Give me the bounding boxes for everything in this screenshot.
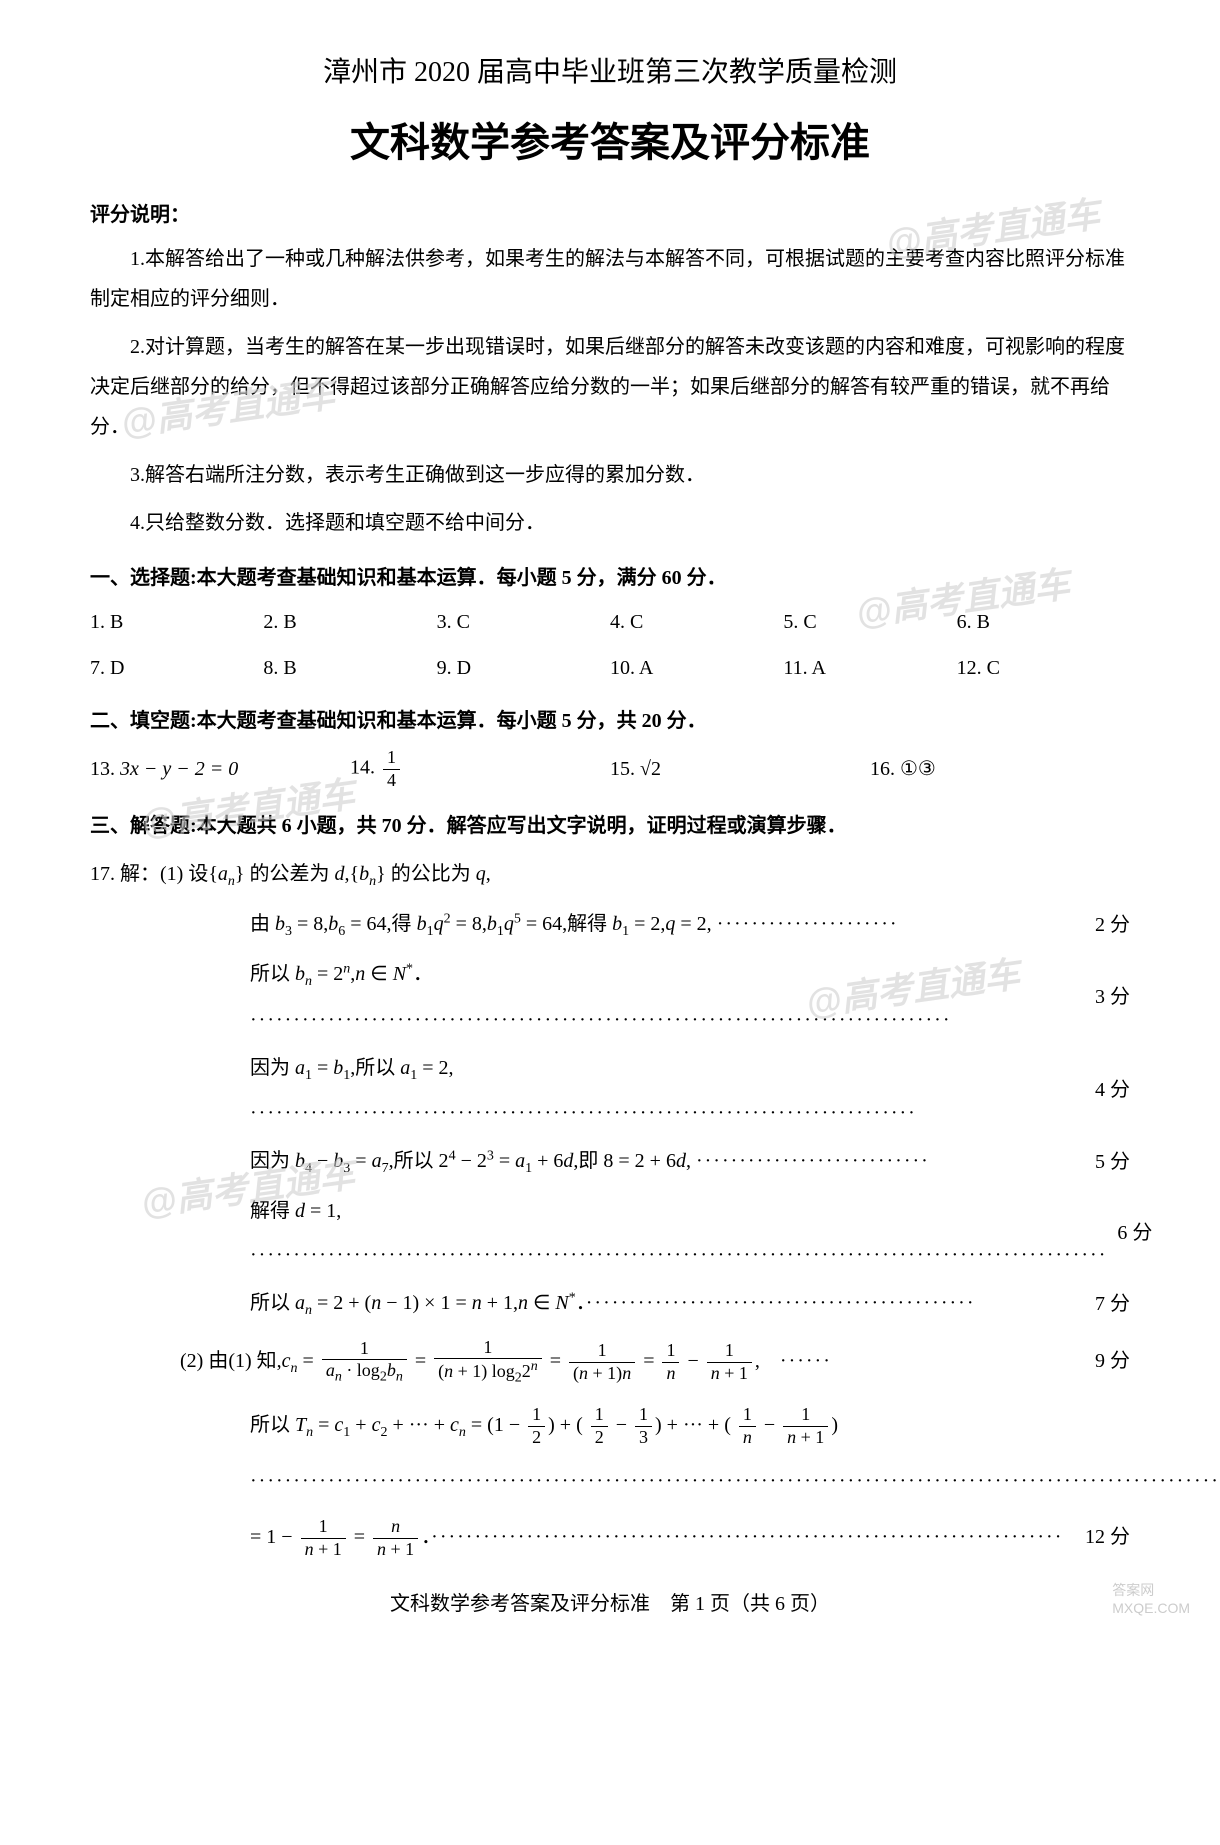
solution-step: ········································…: [90, 1459, 1130, 1503]
fill-ans: ①③: [900, 758, 936, 780]
answer-item: 4. C: [610, 604, 783, 640]
solution-text: 所以 an = 2 + (n − 1) × 1 = n + 1,n ∈ N*．·…: [250, 1281, 1085, 1327]
answer-num: 10.: [610, 657, 635, 679]
answer-num: 1.: [90, 611, 105, 633]
score: 12 分: [1085, 1507, 1130, 1567]
answer-item: 9. D: [437, 650, 610, 686]
answer-num: 11.: [783, 657, 807, 679]
answer-item: 11. A: [783, 650, 956, 686]
answer-row: 1. B 2. B 3. C 4. C 5. C 6. B: [90, 604, 1130, 640]
score: 3 分: [1095, 975, 1130, 1019]
score: 7 分: [1095, 1282, 1130, 1326]
exam-title: 文科数学参考答案及评分标准: [90, 110, 1130, 168]
score: 2 分: [1095, 903, 1130, 947]
answer-letter: C: [803, 611, 816, 633]
answer-item: 8. B: [263, 650, 436, 686]
answer-num: 12.: [957, 657, 982, 679]
solution-step: 解得 d = 1, ······························…: [90, 1189, 1130, 1277]
answer-num: 4.: [610, 611, 625, 633]
answer-num: 2.: [263, 611, 278, 633]
score: 6 分: [1117, 1211, 1152, 1255]
answer-num: 7.: [90, 657, 105, 679]
frac-denominator: 4: [383, 770, 400, 792]
exam-subtitle: 漳州市 2020 届高中毕业班第三次教学质量检测: [90, 50, 1130, 90]
solution-text: 由 b3 = 8,b6 = 64,得 b1q2 = 8,b1q5 = 64,解得…: [250, 902, 1085, 948]
fill-item: 13. 3x − y − 2 = 0: [90, 749, 350, 789]
fill-item: 15. √2: [610, 749, 870, 789]
solution-part2: (2) 由(1) 知,cn = 1an · log2bn = 1(n + 1) …: [90, 1331, 1130, 1391]
answer-num: 6.: [957, 611, 972, 633]
solution-text: 所以 bn = 2n,n ∈ N*． ·····················…: [250, 952, 1085, 1042]
solution-text: ········································…: [250, 1459, 1220, 1503]
solution-text: 因为 a1 = b1,所以 a1 = 2, ··················…: [250, 1046, 1085, 1136]
answer-num: 5.: [783, 611, 798, 633]
section2-title: 二、填空题:本大题考查基础知识和基本运算．每小题 5 分，共 20 分．: [90, 704, 1130, 733]
site-watermark: 答案网MXQE.COM: [1112, 1580, 1190, 1616]
fill-num: 13.: [90, 758, 115, 780]
solution-text: (2) 由(1) 知,cn = 1an · log2bn = 1(n + 1) …: [180, 1331, 1085, 1391]
scoring-note: 3.解答右端所注分数，表示考生正确做到这一步应得的累加分数．: [90, 455, 1130, 495]
answer-item: 10. A: [610, 650, 783, 686]
score: 4 分: [1095, 1068, 1130, 1112]
section3-title: 三、解答题:本大题共 6 小题，共 70 分．解答应写出文字说明，证明过程或演算…: [90, 809, 1130, 838]
answer-row: 7. D 8. B 9. D 10. A 11. A 12. C: [90, 650, 1130, 686]
answer-letter: C: [630, 611, 643, 633]
fill-ans: 3x − y − 2 = 0: [120, 758, 238, 780]
answer-num: 8.: [263, 657, 278, 679]
answer-letter: B: [110, 611, 123, 633]
answer-letter: D: [457, 657, 471, 679]
solution-text: 因为 b4 − b3 = a7,所以 24 − 23 = a1 + 6d,即 8…: [250, 1139, 1085, 1185]
solution-text: = 1 − 1n + 1 = nn + 1．··················…: [250, 1507, 1075, 1567]
scoring-note: 1.本解答给出了一种或几种解法供参考，如果考生的解法与本解答不同，可根据试题的主…: [90, 239, 1130, 319]
answer-item: 2. B: [263, 604, 436, 640]
answer-item: 5. C: [783, 604, 956, 640]
scoring-note: 4.只给整数分数．选择题和填空题不给中间分．: [90, 503, 1130, 543]
answer-num: 3.: [437, 611, 452, 633]
fill-item: 16. ①③: [870, 749, 1130, 789]
answer-item: 7. D: [90, 650, 263, 686]
solution-text: 所以 Tn = c1 + c2 + ··· + cn = (1 − 12) + …: [250, 1395, 1130, 1455]
answer-letter: C: [987, 657, 1000, 679]
answer-letter: A: [639, 657, 653, 679]
answer-letter: D: [110, 657, 124, 679]
solution-step: 所以 bn = 2n,n ∈ N*． ·····················…: [90, 952, 1130, 1042]
answer-item: 3. C: [437, 604, 610, 640]
frac-numerator: 1: [383, 747, 400, 770]
answer-letter: A: [811, 657, 825, 679]
section1-title: 一、选择题:本大题考查基础知识和基本运算．每小题 5 分，满分 60 分．: [90, 561, 1130, 590]
answer-num: 9.: [437, 657, 452, 679]
answer-letter: B: [283, 611, 296, 633]
scoring-header: 评分说明：: [90, 198, 1130, 227]
solution-step: 所以 Tn = c1 + c2 + ··· + cn = (1 − 12) + …: [90, 1395, 1130, 1455]
answer-letter: B: [283, 657, 296, 679]
solution-text: 解得 d = 1, ······························…: [250, 1189, 1107, 1277]
fill-row: 13. 3x − y − 2 = 0 14. 1 4 15. √2 16. ①③: [90, 747, 1130, 791]
answer-item: 6. B: [957, 604, 1130, 640]
fill-ans: √2: [640, 758, 661, 780]
solution-intro: 17. 解：(1) 设{an} 的公差为 d,{bn} 的公比为 q,: [90, 852, 1130, 898]
fill-num: 14.: [350, 757, 375, 779]
fill-item: 14. 1 4: [350, 747, 610, 791]
score: 9 分: [1095, 1331, 1130, 1391]
answer-letter: B: [977, 611, 990, 633]
answer-item: 1. B: [90, 604, 263, 640]
solution-step: = 1 − 1n + 1 = nn + 1．··················…: [90, 1507, 1130, 1567]
scoring-note: 2.对计算题，当考生的解答在某一步出现错误时，如果后继部分的解答未改变该题的内容…: [90, 327, 1130, 447]
solution-step: 因为 a1 = b1,所以 a1 = 2, ··················…: [90, 1046, 1130, 1136]
fraction: 1 4: [383, 747, 400, 791]
solution-step: 因为 b4 − b3 = a7,所以 24 − 23 = a1 + 6d,即 8…: [90, 1139, 1130, 1185]
page-footer: 文科数学参考答案及评分标准 第 1 页（共 6 页）: [90, 1587, 1130, 1616]
solution-step: 由 b3 = 8,b6 = 64,得 b1q2 = 8,b1q5 = 64,解得…: [90, 902, 1130, 948]
answer-item: 12. C: [957, 650, 1130, 686]
solution-step: 所以 an = 2 + (n − 1) × 1 = n + 1,n ∈ N*．·…: [90, 1281, 1130, 1327]
fill-num: 15.: [610, 758, 635, 780]
answer-letter: C: [457, 611, 470, 633]
score: 5 分: [1095, 1140, 1130, 1184]
solution-text: 17. 解：(1) 设{an} 的公差为 d,{bn} 的公比为 q,: [90, 852, 1130, 898]
fill-num: 16.: [870, 758, 895, 780]
